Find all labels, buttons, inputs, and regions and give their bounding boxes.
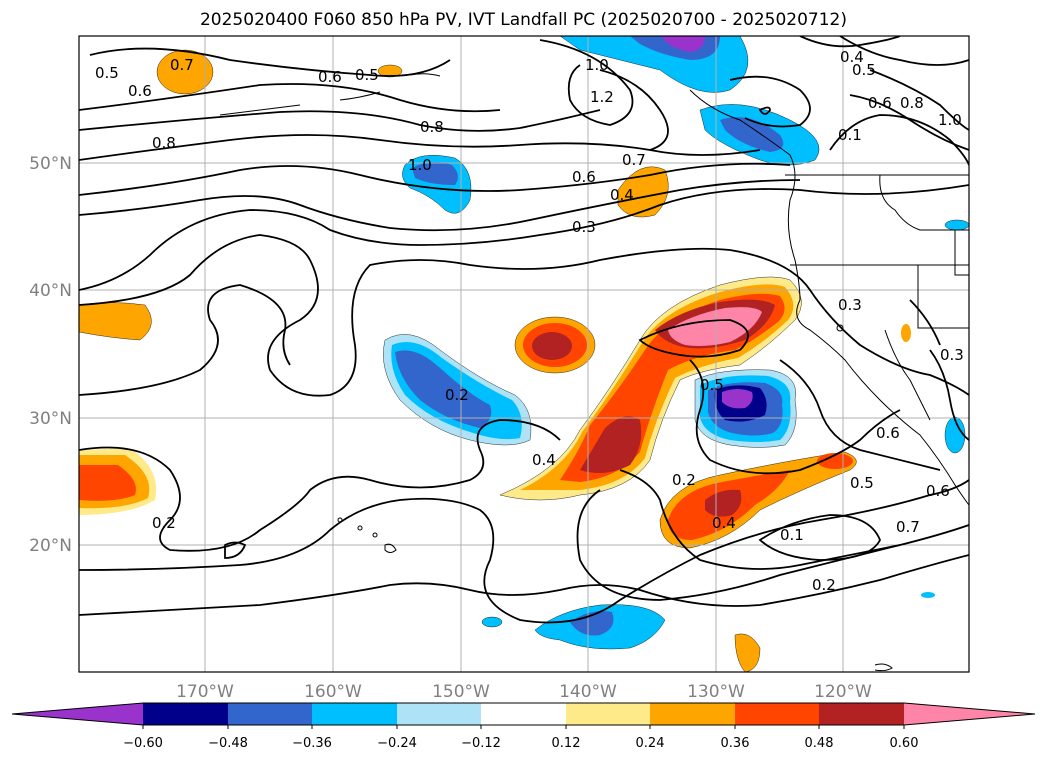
contour-label: 0.6 bbox=[876, 424, 900, 442]
contour-label: 0.4 bbox=[712, 514, 736, 532]
colorbar-segment bbox=[312, 703, 397, 725]
contour-label: 0.6 bbox=[926, 482, 950, 500]
lat-label-50n: 50°N bbox=[29, 154, 72, 174]
filled-anomalies bbox=[79, 36, 969, 672]
contour-label: 0.6 bbox=[868, 94, 892, 112]
colorbar-label: 0.24 bbox=[636, 736, 665, 751]
lon-label-160w: 160°W bbox=[304, 682, 362, 702]
longitude-labels: 170°W 160°W 150°W 140°W 130°W 120°W bbox=[176, 682, 872, 702]
colorbar-segment bbox=[228, 703, 312, 725]
contour-label: 0.2 bbox=[152, 514, 176, 532]
contour-labels: 0.5 0.6 0.7 0.6 0.5 1.0 1.2 0.4 0.5 0.6 … bbox=[95, 48, 964, 594]
contour-label: 0.6 bbox=[572, 168, 596, 186]
contour-label: 0.2 bbox=[812, 576, 836, 594]
colorbar-label: −0.60 bbox=[123, 736, 163, 751]
contour-label: 0.6 bbox=[128, 82, 152, 100]
contour-label: 0.2 bbox=[672, 471, 696, 489]
contour-label: 0.1 bbox=[780, 526, 804, 544]
contour-label: 0.8 bbox=[900, 94, 924, 112]
contour-label: 1.0 bbox=[408, 156, 432, 174]
colorbar-label: 0.12 bbox=[552, 736, 581, 751]
contour-label: 0.3 bbox=[838, 296, 862, 314]
contour-label: 0.6 bbox=[318, 68, 342, 86]
colorbar-segment bbox=[481, 703, 566, 725]
lon-label-140w: 140°W bbox=[559, 682, 617, 702]
map-panel: 0.5 0.6 0.7 0.6 0.5 1.0 1.2 0.4 0.5 0.6 … bbox=[79, 36, 969, 672]
contour-label: 0.7 bbox=[896, 518, 920, 536]
contour-label: 0.5 bbox=[95, 64, 119, 82]
colorbar-segment bbox=[650, 703, 735, 725]
colorbar: −0.60 −0.48 −0.36 −0.24 −0.12 0.12 0.24 … bbox=[11, 702, 1036, 751]
colorbar-label: 0.60 bbox=[890, 736, 919, 751]
contour-label: 0.4 bbox=[610, 186, 634, 204]
map-title: 2025020400 F060 850 hPa PV, IVT Landfall… bbox=[199, 10, 847, 30]
contour-label: 1.0 bbox=[938, 111, 962, 129]
lon-label-120w: 120°W bbox=[814, 682, 872, 702]
latitude-labels: 20°N 30°N 40°N 50°N bbox=[29, 154, 72, 556]
contour-label: 0.7 bbox=[170, 56, 194, 74]
lon-label-170w: 170°W bbox=[176, 682, 234, 702]
contour-label: 0.3 bbox=[572, 218, 596, 236]
contour-label: 0.2 bbox=[445, 386, 469, 404]
lon-label-150w: 150°W bbox=[432, 682, 490, 702]
contour-label: 0.5 bbox=[700, 376, 724, 394]
lat-label-30n: 30°N bbox=[29, 409, 72, 429]
colorbar-segment bbox=[12, 703, 143, 725]
colorbar-segment bbox=[819, 703, 904, 725]
colorbar-label: 0.48 bbox=[805, 736, 834, 751]
lat-label-20n: 20°N bbox=[29, 536, 72, 556]
contour-label: 0.4 bbox=[532, 451, 556, 469]
lat-label-40n: 40°N bbox=[29, 281, 72, 301]
coastlines bbox=[219, 73, 969, 672]
colorbar-label: −0.48 bbox=[208, 736, 248, 751]
lon-label-130w: 130°W bbox=[687, 682, 745, 702]
colorbar-segment bbox=[904, 703, 1035, 725]
colorbar-segment bbox=[143, 703, 228, 725]
colorbar-segment bbox=[566, 703, 650, 725]
map-border bbox=[78, 35, 970, 673]
pv-contours bbox=[79, 36, 969, 624]
contour-label: 0.3 bbox=[940, 346, 964, 364]
contour-label: 0.5 bbox=[852, 61, 876, 79]
contour-label: 1.0 bbox=[585, 56, 609, 74]
contour-label: 0.8 bbox=[152, 134, 176, 152]
contour-label: 0.7 bbox=[622, 151, 646, 169]
gridlines bbox=[79, 36, 969, 672]
colorbar-segment bbox=[397, 703, 481, 725]
contour-label: 0.8 bbox=[420, 118, 444, 136]
colorbar-label: 0.36 bbox=[721, 736, 750, 751]
colorbar-label: −0.36 bbox=[292, 736, 332, 751]
contour-label: 0.5 bbox=[355, 66, 379, 84]
colorbar-segment bbox=[735, 703, 819, 725]
colorbar-label: −0.24 bbox=[377, 736, 417, 751]
contour-label: 0.1 bbox=[838, 126, 862, 144]
contour-label: 1.2 bbox=[590, 88, 614, 106]
contour-label: 0.5 bbox=[850, 474, 874, 492]
colorbar-label: −0.12 bbox=[461, 736, 501, 751]
contour-label: 0.4 bbox=[840, 48, 864, 66]
